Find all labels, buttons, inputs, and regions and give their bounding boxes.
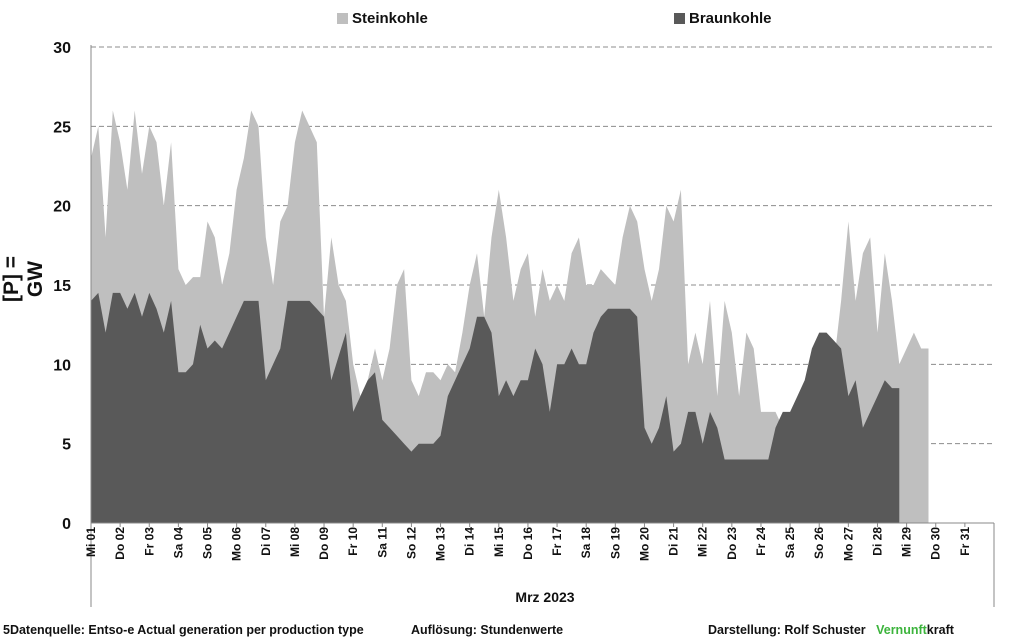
x-axis-label: Mrz 2023 — [515, 589, 575, 605]
x-tick-label-9: Do 09 — [317, 527, 331, 560]
axes — [90, 45, 995, 607]
x-tick-label-20: Mo 20 — [638, 527, 652, 561]
x-tick-label-27: Mo 27 — [841, 527, 855, 561]
x-tick-label-17: Fr 17 — [550, 527, 564, 556]
x-tick-label-10: Fr 10 — [346, 527, 360, 556]
y-tick-label-10: 10 — [53, 357, 71, 374]
x-tick-label-8: Mi 08 — [288, 527, 302, 557]
footer-resolution: Auflösung: Stundenwerte — [411, 623, 564, 637]
x-tick-labels: Mi 01 Do 02 Fr 03 Sa 04 So 05 Mo 06 Di 07 Mi 08… — [84, 523, 972, 561]
legend-item-braunkohle: Braunkohle — [674, 10, 772, 27]
x-tick-label-4: Sa 04 — [171, 527, 185, 559]
brand-name-green: Vernunft — [876, 623, 927, 637]
x-tick-label-18: Sa 18 — [579, 527, 593, 559]
x-tick-label-14: Di 14 — [463, 527, 477, 556]
footer-author: Darstellung: Rolf Schuster Vernunftkraft — [708, 623, 954, 637]
x-tick-label-16: Do 16 — [521, 527, 535, 560]
x-tick-label-26: So 26 — [812, 527, 826, 559]
footer-author-prefix: Darstellung: Rolf Schuster — [708, 623, 866, 637]
x-tick-label-15: Mi 15 — [492, 527, 506, 557]
x-tick-label-31: Fr 31 — [958, 527, 972, 556]
legend-label-braunkohle: Braunkohle — [689, 10, 772, 27]
y-tick-labels: 0 5 10 15 20 25 30 — [53, 40, 71, 533]
x-tick-label-19: So 19 — [608, 527, 622, 559]
legend-item-steinkohle: Steinkohle — [337, 10, 428, 27]
area-braunkohle — [91, 292, 900, 523]
y-tick-label-30: 30 — [53, 40, 71, 57]
x-tick-label-25: Sa 25 — [783, 527, 797, 559]
area-series — [91, 110, 929, 523]
x-tick-label-28: Di 28 — [871, 527, 885, 556]
y-tick-label-5: 5 — [62, 437, 71, 454]
x-tick-label-22: Mi 22 — [696, 527, 710, 557]
x-tick-label-2: Do 02 — [113, 527, 127, 560]
legend-swatch-steinkohle — [337, 13, 348, 24]
footer-source: 5Datenquelle: Entso-e Actual generation … — [3, 623, 364, 637]
x-tick-label-23: Do 23 — [725, 527, 739, 560]
x-tick-label-11: Sa 11 — [375, 527, 389, 558]
x-tick-label-30: Do 30 — [929, 527, 943, 560]
brand-name-rest: kraft — [926, 623, 954, 637]
x-tick-label-13: Mo 13 — [434, 527, 448, 561]
x-tick-label-21: Di 21 — [667, 527, 681, 556]
y-tick-label-25: 25 — [53, 119, 71, 136]
legend-label-steinkohle: Steinkohle — [352, 10, 428, 27]
x-tick-label-12: So 12 — [404, 527, 418, 559]
legend-swatch-braunkohle — [674, 13, 685, 24]
x-tick-label-24: Fr 24 — [754, 527, 768, 556]
y-tick-label-0: 0 — [62, 516, 71, 533]
y-tick-label-15: 15 — [53, 278, 71, 295]
x-tick-label-3: Fr 03 — [142, 527, 156, 556]
x-tick-label-29: Mi 29 — [900, 527, 914, 557]
y-tick-label-20: 20 — [53, 199, 71, 216]
x-tick-label-7: Di 07 — [259, 527, 273, 556]
x-tick-label-6: Mo 06 — [230, 527, 244, 561]
x-tick-label-5: So 05 — [201, 527, 215, 559]
x-tick-label-1: Mi 01 — [84, 527, 98, 557]
y-axis-label: [P] = GW — [0, 255, 47, 303]
